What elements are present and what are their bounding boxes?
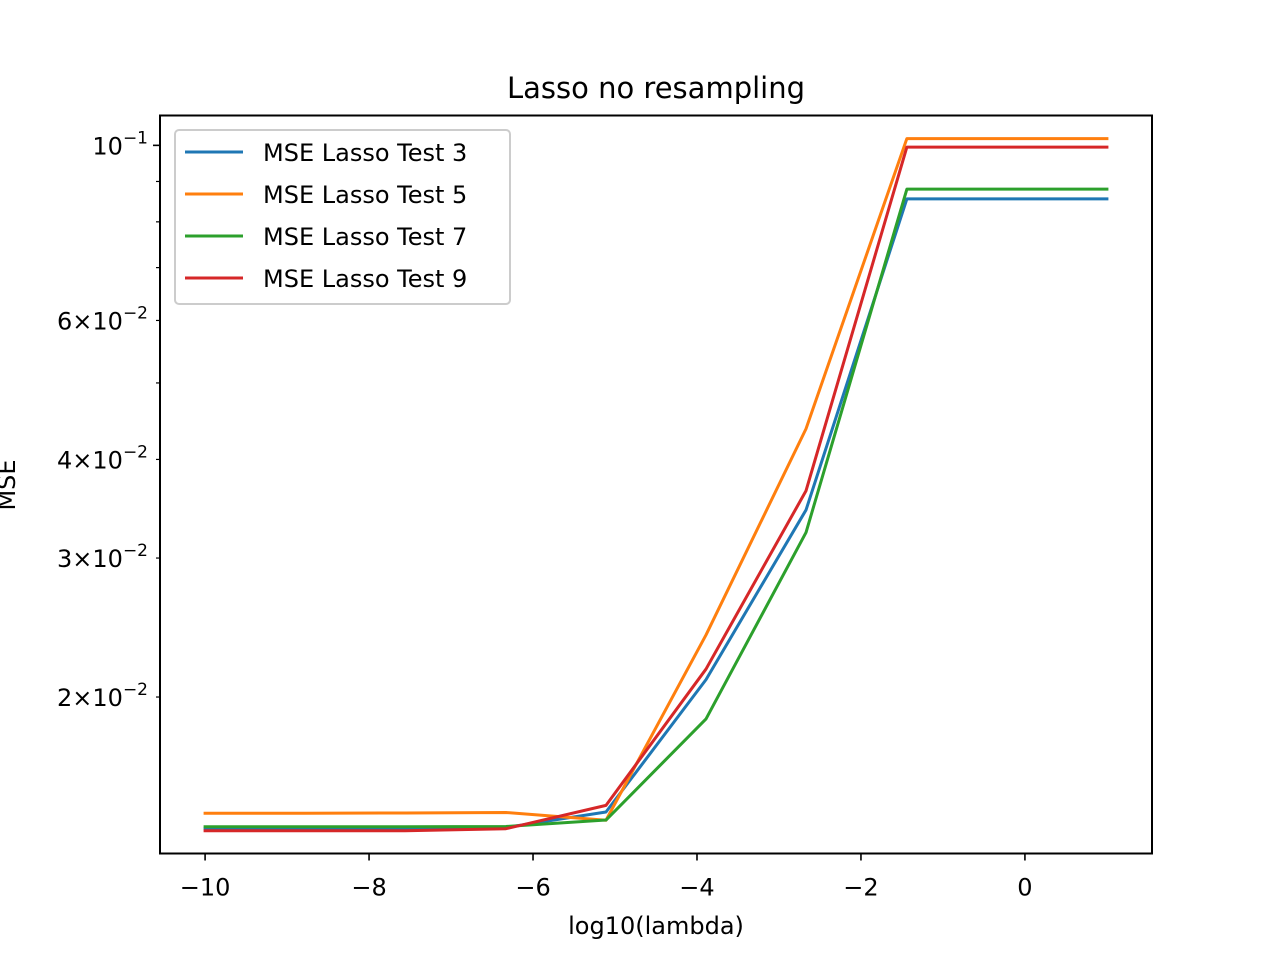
x-tick-label: −6 (515, 874, 550, 902)
series-line-2 (203, 137, 1109, 822)
y-tick-label: 3×10−2 (57, 541, 148, 573)
series-layer (203, 137, 1109, 833)
y-tick-label: 4×10−2 (57, 442, 148, 474)
legend: MSE Lasso Test 3 MSE Lasso Test 5 MSE Lass… (174, 129, 511, 305)
chart-title: Lasso no resampling (507, 71, 805, 105)
x-tick-label: −2 (843, 874, 878, 902)
legend-frame (174, 129, 511, 305)
series-line-3 (203, 187, 1109, 829)
plot-frame (159, 114, 1153, 855)
x-tick-label: −10 (180, 874, 231, 902)
x-axis-ticks: −10 −8 −6 −4 −2 0 (180, 853, 1033, 902)
y-axis-label: MSE (0, 459, 21, 510)
series-line-4 (203, 145, 1109, 833)
legend-label-1: MSE Lasso Test 3 (263, 139, 467, 167)
y-axis-ticks: 10−1 2×10−2 3×10−2 4×10−2 6×10−2 (57, 128, 160, 712)
legend-label-2: MSE Lasso Test 5 (263, 181, 467, 209)
x-tick-label: 0 (1017, 874, 1032, 902)
x-axis-label: log10(lambda) (568, 912, 744, 940)
x-tick-label: −4 (679, 874, 714, 902)
y-tick-label: 6×10−2 (57, 303, 148, 335)
y-tick-label: 10−1 (92, 128, 148, 160)
legend-label-4: MSE Lasso Test 9 (263, 265, 467, 293)
series-line-1 (203, 197, 1109, 831)
legend-label-3: MSE Lasso Test 7 (263, 223, 467, 251)
y-tick-label: 2×10−2 (57, 680, 148, 712)
x-tick-label: −8 (351, 874, 386, 902)
